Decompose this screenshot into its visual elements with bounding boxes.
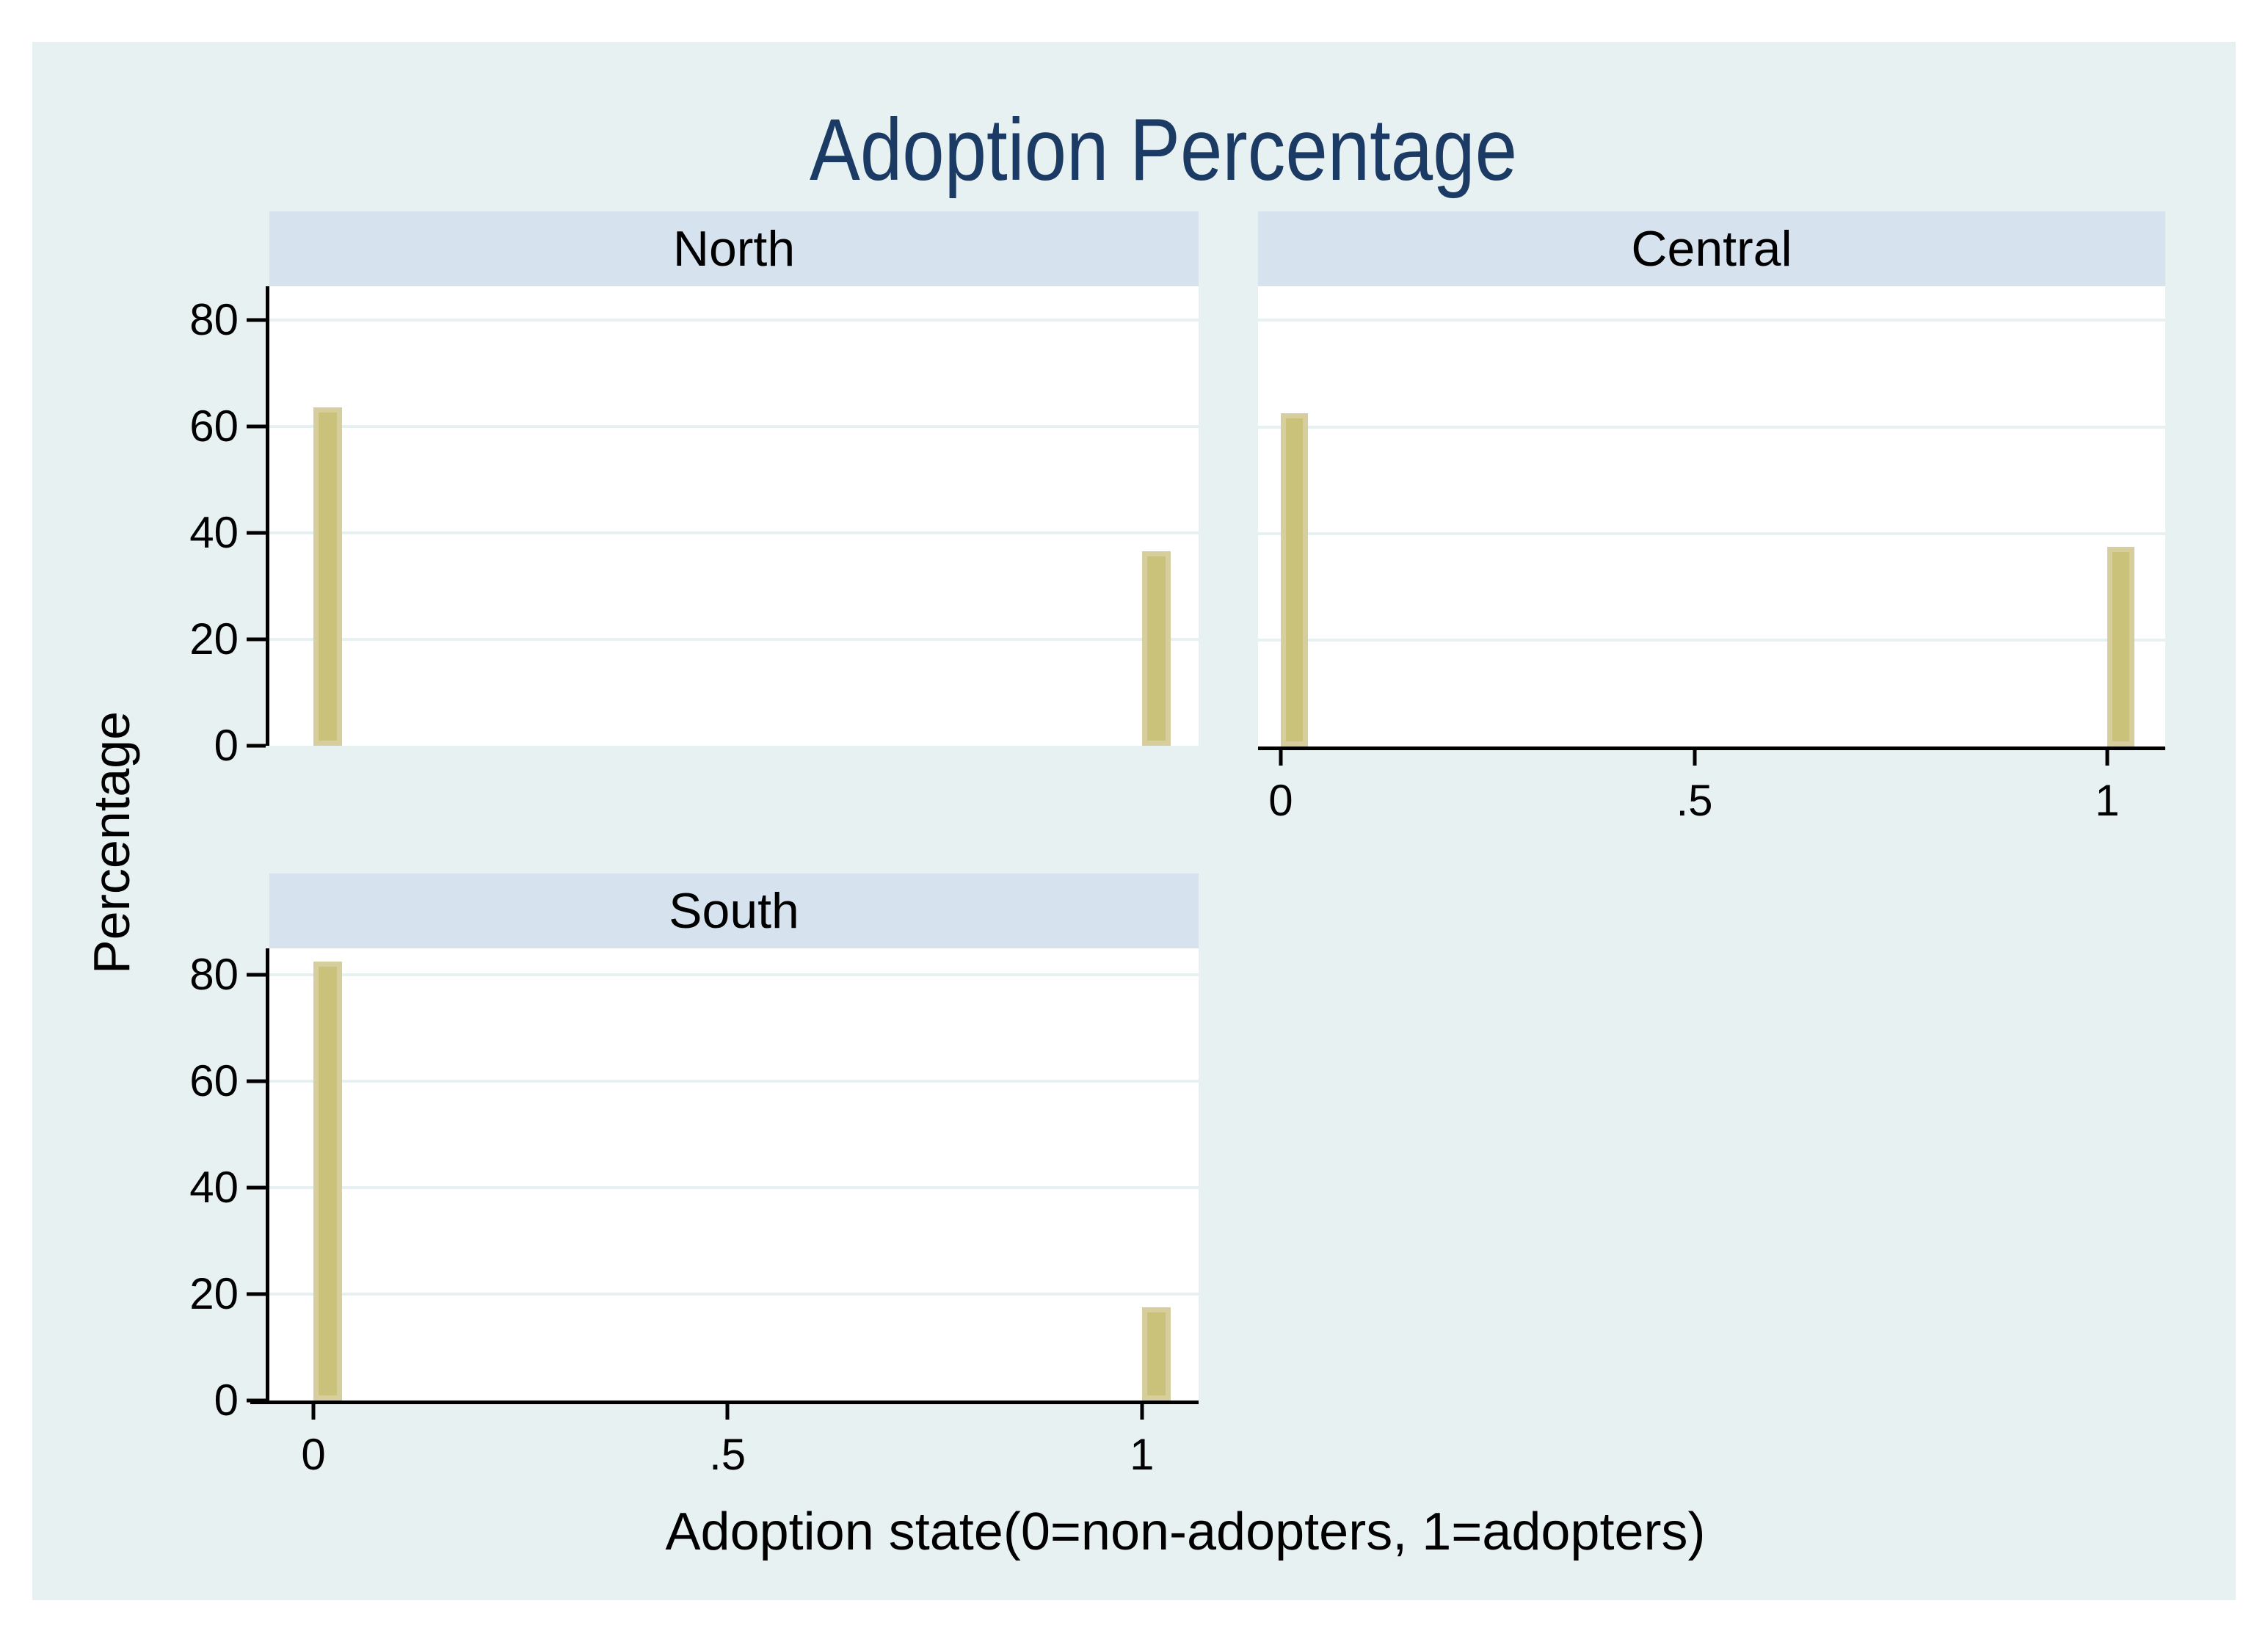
gridline — [269, 973, 1199, 977]
x-tick — [311, 1401, 316, 1420]
panel-central: Central 0.5 1 — [1258, 211, 2165, 823]
x-tick — [2105, 746, 2109, 766]
y-tick-label: 0 — [214, 1376, 239, 1425]
x-tick-label: .5 — [1676, 776, 1713, 825]
bar — [1141, 551, 1171, 746]
y-tick-label: 20 — [189, 614, 239, 664]
y-tick-label: 20 — [189, 1269, 239, 1319]
y-tick — [247, 1292, 266, 1296]
plot-area-north: 0 20 40 60 80 — [189, 286, 1199, 768]
panel-south: South 0 20 40 60 80 0 .5 1 — [189, 873, 1199, 1477]
gridline — [269, 1080, 1199, 1083]
x-tick — [1140, 1401, 1144, 1420]
y-tick — [247, 637, 266, 642]
bar — [1280, 413, 1308, 746]
gridline — [1258, 425, 2165, 429]
bar — [2107, 546, 2134, 746]
gridline — [269, 1186, 1199, 1190]
panel-header-north: North — [269, 211, 1199, 286]
y-tick — [247, 744, 266, 748]
y-tick — [247, 973, 266, 977]
gridline — [269, 318, 1199, 322]
y-tick-label: 40 — [189, 507, 239, 557]
x-tick — [1279, 746, 1283, 766]
y-tick-label: 60 — [189, 401, 239, 451]
x-tick — [725, 1401, 730, 1420]
y-tick — [247, 1079, 266, 1083]
panel-header-central: Central — [1258, 211, 2165, 286]
y-tick-label: 40 — [189, 1163, 239, 1213]
x-axis-line — [1258, 746, 2165, 750]
gridline — [1258, 531, 2165, 535]
x-axis-title: Adoption state(0=non-adopters, 1=adopter… — [665, 1503, 1706, 1561]
y-tick-label: 60 — [189, 1056, 239, 1106]
y-tick-label: 0 — [214, 721, 239, 770]
y-tick-label: 80 — [189, 294, 239, 344]
panel-north: North 0 20 40 60 80 — [189, 211, 1199, 768]
x-tick — [1693, 746, 1697, 766]
y-tick — [247, 1185, 266, 1190]
gridline — [269, 531, 1199, 534]
gridline — [269, 1293, 1199, 1296]
plot-area-south: 0 20 40 60 80 0 .5 1 — [189, 948, 1199, 1477]
y-tick-label: 80 — [189, 950, 239, 1000]
bar — [313, 407, 342, 746]
y-tick — [247, 424, 266, 429]
bar — [313, 962, 342, 1401]
x-tick-label: 1 — [2095, 776, 2120, 825]
y-axis-line — [266, 286, 269, 746]
x-tick-label: .5 — [709, 1430, 746, 1479]
gridline — [269, 637, 1199, 641]
x-tick-label: 0 — [301, 1430, 326, 1479]
chart-title: Adoption Percentage — [810, 101, 1517, 199]
panel-header-south: South — [269, 873, 1199, 948]
x-tick-label: 1 — [1130, 1430, 1155, 1479]
plot-area-central: 0.5 1 — [1258, 286, 2165, 823]
gridline — [269, 424, 1199, 428]
y-axis-line — [266, 948, 269, 1401]
y-tick — [247, 318, 266, 322]
gridline — [1258, 319, 2165, 322]
x-axis-line — [250, 1401, 1199, 1404]
bar — [1141, 1307, 1171, 1401]
gridline — [1258, 638, 2165, 642]
x-tick-label: 0 — [1268, 776, 1293, 825]
y-tick — [247, 531, 266, 535]
